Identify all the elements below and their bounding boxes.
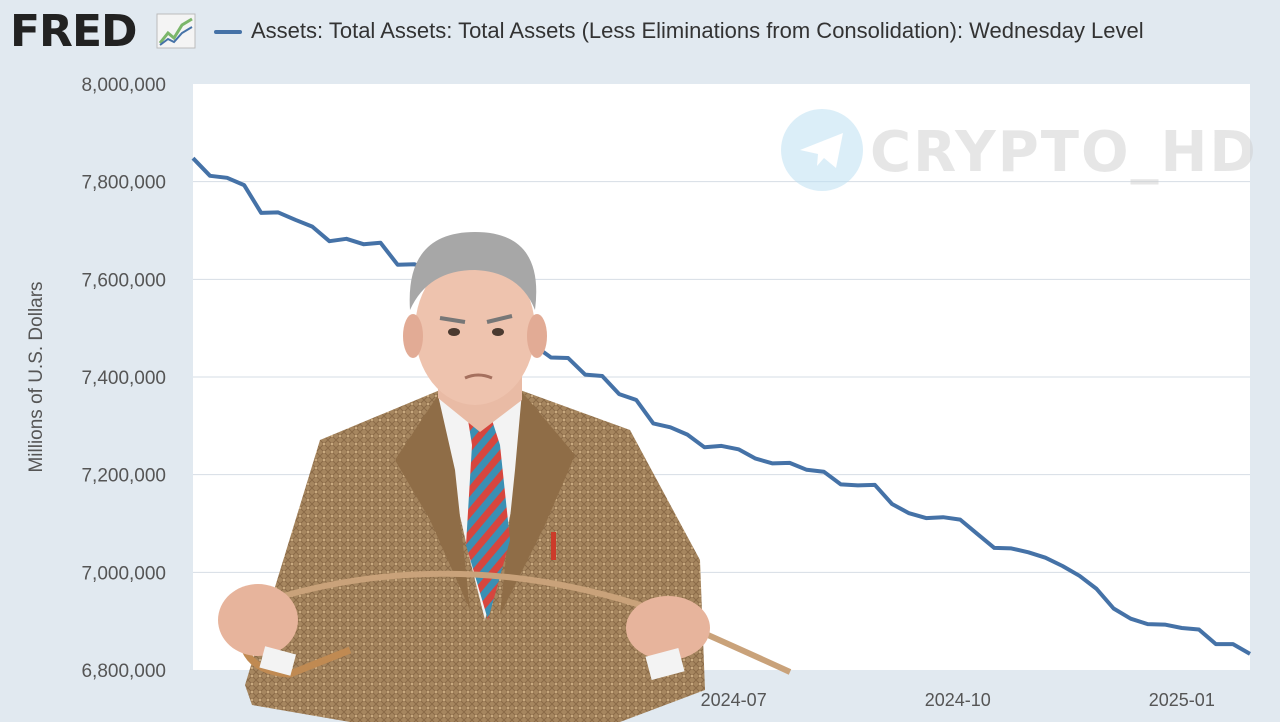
header-bar: FRED Assets: Total Assets: Total Assets … <box>0 0 1280 64</box>
watermark: CRYPTO_HD <box>781 109 1258 191</box>
y-tick-label: 7,400,000 <box>81 368 166 389</box>
watermark-text: CRYPTO_HD <box>870 120 1258 185</box>
series-line <box>191 156 1251 656</box>
legend-swatch <box>214 30 242 34</box>
legend-series-title: Assets: Total Assets: Total Assets (Less… <box>251 18 1144 43</box>
y-tick-label: 7,800,000 <box>81 173 166 194</box>
x-tick-label: 2024-10 <box>925 690 991 710</box>
x-tick-label: 2025-01 <box>1149 690 1215 710</box>
line-chart-icon <box>156 13 196 49</box>
y-tick-label: 7,000,000 <box>81 563 166 584</box>
y-axis-label: Millions of U.S. Dollars <box>26 281 47 472</box>
fred-logo[interactable]: FRED <box>10 6 138 57</box>
y-tick-label: 7,600,000 <box>81 270 166 291</box>
y-tick-label: 8,000,000 <box>81 75 166 96</box>
x-tick-label: 2024-07 <box>701 690 767 710</box>
y-tick-label: 7,200,000 <box>81 466 166 487</box>
y-tick-label: 6,800,000 <box>81 661 166 682</box>
telegram-plane-icon <box>800 133 843 168</box>
